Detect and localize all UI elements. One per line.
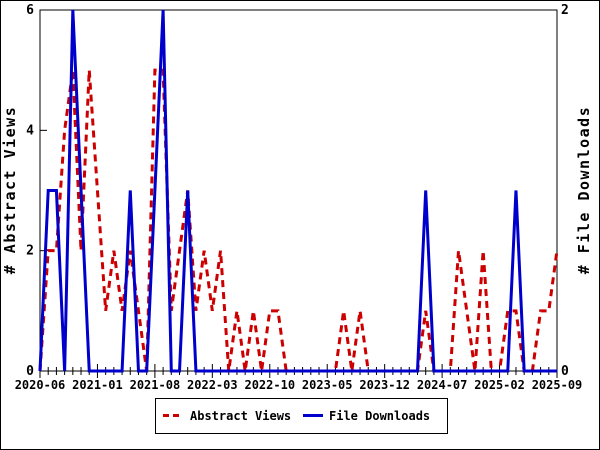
x-tick-label: 2022-03: [187, 378, 238, 392]
y-right-tick-label: 2: [561, 3, 569, 18]
x-tick-label: 2025-09: [532, 378, 583, 392]
abstract-views-line: [38, 68, 559, 373]
x-tick-label: 2023-12: [359, 378, 410, 392]
x-tick-label: 2021-08: [130, 378, 181, 392]
y-left-tick-label: 4: [26, 123, 34, 138]
legend-box: [155, 398, 448, 434]
left-axis-title: # Abstract Views: [1, 106, 19, 275]
file-downloads-line: [38, 9, 557, 373]
legend-abstract-views-label: Abstract Views: [190, 409, 291, 423]
x-tick-label: 2025-02: [474, 378, 525, 392]
x-tick-label: 2023-05: [302, 378, 353, 392]
x-tick-label: 2022-10: [244, 378, 295, 392]
y-left-tick-label: 0: [26, 364, 34, 379]
x-tick-label: 2021-01: [72, 378, 123, 392]
right-axis-title: # File Downloads: [575, 106, 593, 275]
y-left-tick-label: 2: [26, 244, 34, 259]
x-tick-label: 2020-06: [15, 378, 66, 392]
y-left-tick-label: 6: [26, 3, 34, 18]
y-right-tick-label: 0: [561, 364, 569, 379]
x-tick-label: 2024-07: [417, 378, 468, 392]
legend-file-downloads-label: File Downloads: [329, 409, 430, 423]
